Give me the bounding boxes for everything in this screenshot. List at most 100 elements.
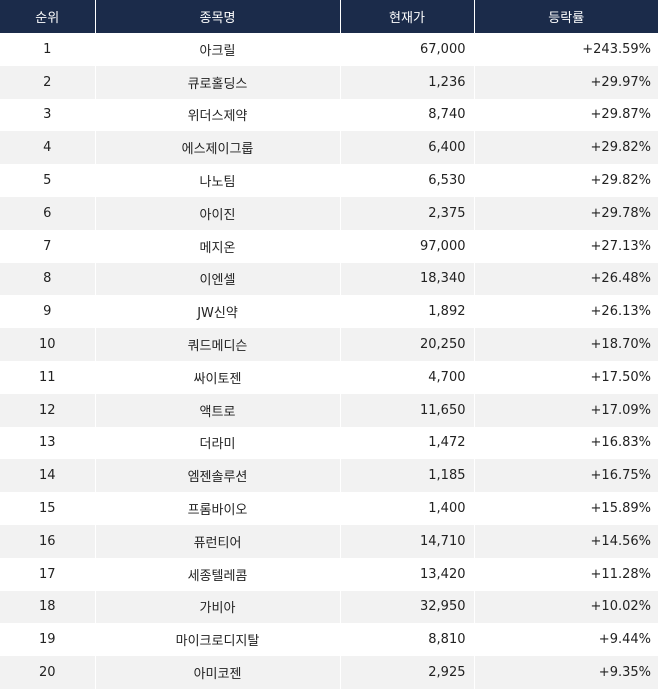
rank-cell: 12 xyxy=(0,393,95,427)
change-rate-cell: +9.44% xyxy=(473,623,658,657)
stock-name-cell: 메지온 xyxy=(94,229,340,263)
table-row: 4 에스제이그룹 6,400 +29.82% xyxy=(0,131,658,165)
stock-name-cell: 싸이토젠 xyxy=(94,360,340,394)
rank-cell: 6 xyxy=(0,196,95,230)
stock-name-cell: 큐로홀딩스 xyxy=(94,65,340,99)
table-row: 13 더라미 1,472 +16.83% xyxy=(0,426,658,460)
price-cell: 1,472 xyxy=(339,426,474,460)
table-row: 8 이엔셀 18,340 +26.48% xyxy=(0,262,658,296)
price-cell: 11,650 xyxy=(339,393,474,427)
price-cell: 67,000 xyxy=(339,33,474,66)
rank-cell: 16 xyxy=(0,524,95,558)
table-row: 15 프롬바이오 1,400 +15.89% xyxy=(0,492,658,525)
price-cell: 1,185 xyxy=(339,459,474,493)
rank-cell: 17 xyxy=(0,557,95,591)
rank-cell: 1 xyxy=(0,33,95,66)
table-row: 9 JW신약 1,892 +26.13% xyxy=(0,295,658,329)
table-body: 1 아크릴 67,000 +243.59% 2 큐로홀딩스 1,236 +29.97% 3 위더스… xyxy=(0,33,658,689)
table-row: 7 메지온 97,000 +27.13% xyxy=(0,229,658,263)
rank-cell: 19 xyxy=(0,623,95,657)
change-rate-cell: +18.70% xyxy=(473,328,658,361)
table-row: 5 나노팀 6,530 +29.82% xyxy=(0,164,658,197)
change-rate-cell: +27.13% xyxy=(473,229,658,263)
price-cell: 97,000 xyxy=(339,229,474,263)
price-cell: 14,710 xyxy=(339,524,474,558)
stock-name-cell: 액트로 xyxy=(94,393,340,427)
price-cell: 6,400 xyxy=(339,131,474,165)
price-cell: 8,810 xyxy=(339,623,474,657)
stock-name-cell: 아미코젠 xyxy=(94,656,340,689)
change-rate-cell: +14.56% xyxy=(473,524,658,558)
rank-cell: 9 xyxy=(0,295,95,329)
change-rate-cell: +29.97% xyxy=(473,65,658,99)
price-cell: 18,340 xyxy=(339,262,474,296)
rank-cell: 7 xyxy=(0,229,95,263)
change-rate-cell: +16.83% xyxy=(473,426,658,460)
price-cell: 2,925 xyxy=(339,656,474,689)
change-rate-cell: +29.87% xyxy=(473,98,658,132)
change-rate-cell: +29.78% xyxy=(473,196,658,230)
stock-name-cell: 더라미 xyxy=(94,426,340,460)
change-rate-cell: +11.28% xyxy=(473,557,658,591)
price-cell: 20,250 xyxy=(339,328,474,361)
header-change: 등락률 xyxy=(473,0,658,33)
price-cell: 1,892 xyxy=(339,295,474,329)
table-row: 17 세종텔레콤 13,420 +11.28% xyxy=(0,557,658,591)
rank-cell: 8 xyxy=(0,262,95,296)
price-cell: 2,375 xyxy=(339,196,474,230)
rank-cell: 4 xyxy=(0,131,95,165)
change-rate-cell: +26.48% xyxy=(473,262,658,296)
rank-cell: 2 xyxy=(0,65,95,99)
rank-cell: 5 xyxy=(0,164,95,197)
table-row: 6 아이진 2,375 +29.78% xyxy=(0,196,658,230)
change-rate-cell: +243.59% xyxy=(473,33,658,66)
table-row: 14 엠젠솔루션 1,185 +16.75% xyxy=(0,459,658,493)
rank-cell: 20 xyxy=(0,656,95,689)
table-row: 20 아미코젠 2,925 +9.35% xyxy=(0,656,658,689)
table-row: 2 큐로홀딩스 1,236 +29.97% xyxy=(0,65,658,99)
stock-name-cell: 가비아 xyxy=(94,590,340,624)
stock-name-cell: 쿼드메디슨 xyxy=(94,328,340,361)
stock-name-cell: 에스제이그룹 xyxy=(94,131,340,165)
price-cell: 6,530 xyxy=(339,164,474,197)
change-rate-cell: +17.09% xyxy=(473,393,658,427)
price-cell: 8,740 xyxy=(339,98,474,132)
change-rate-cell: +26.13% xyxy=(473,295,658,329)
change-rate-cell: +17.50% xyxy=(473,360,658,394)
rank-cell: 13 xyxy=(0,426,95,460)
stock-name-cell: 나노팀 xyxy=(94,164,340,197)
stock-name-cell: 아크릴 xyxy=(94,33,340,66)
price-cell: 4,700 xyxy=(339,360,474,394)
table-row: 3 위더스제약 8,740 +29.87% xyxy=(0,98,658,132)
change-rate-cell: +29.82% xyxy=(473,164,658,197)
stock-name-cell: 세종텔레콤 xyxy=(94,557,340,591)
price-cell: 1,236 xyxy=(339,65,474,99)
stock-name-cell: 위더스제약 xyxy=(94,98,340,132)
change-rate-cell: +15.89% xyxy=(473,492,658,525)
table-row: 10 쿼드메디슨 20,250 +18.70% xyxy=(0,328,658,361)
rank-cell: 14 xyxy=(0,459,95,493)
rank-cell: 3 xyxy=(0,98,95,132)
table-row: 12 액트로 11,650 +17.09% xyxy=(0,393,658,427)
table-row: 19 마이크로디지탈 8,810 +9.44% xyxy=(0,623,658,657)
price-cell: 32,950 xyxy=(339,590,474,624)
price-cell: 13,420 xyxy=(339,557,474,591)
table-row: 18 가비아 32,950 +10.02% xyxy=(0,590,658,624)
header-price: 현재가 xyxy=(339,0,474,33)
price-cell: 1,400 xyxy=(339,492,474,525)
stock-name-cell: JW신약 xyxy=(94,295,340,329)
change-rate-cell: +10.02% xyxy=(473,590,658,624)
table-row: 1 아크릴 67,000 +243.59% xyxy=(0,33,658,66)
stock-name-cell: 프롬바이오 xyxy=(94,492,340,525)
rank-cell: 10 xyxy=(0,328,95,361)
stock-name-cell: 엠젠솔루션 xyxy=(94,459,340,493)
stock-name-cell: 마이크로디지탈 xyxy=(94,623,340,657)
header-row: 순위 종목명 현재가 등락률 xyxy=(0,0,658,33)
stock-name-cell: 아이진 xyxy=(94,196,340,230)
table-row: 16 퓨런티어 14,710 +14.56% xyxy=(0,524,658,558)
rank-cell: 15 xyxy=(0,492,95,525)
header-name: 종목명 xyxy=(94,0,340,33)
change-rate-cell: +9.35% xyxy=(473,656,658,689)
change-rate-cell: +16.75% xyxy=(473,459,658,493)
